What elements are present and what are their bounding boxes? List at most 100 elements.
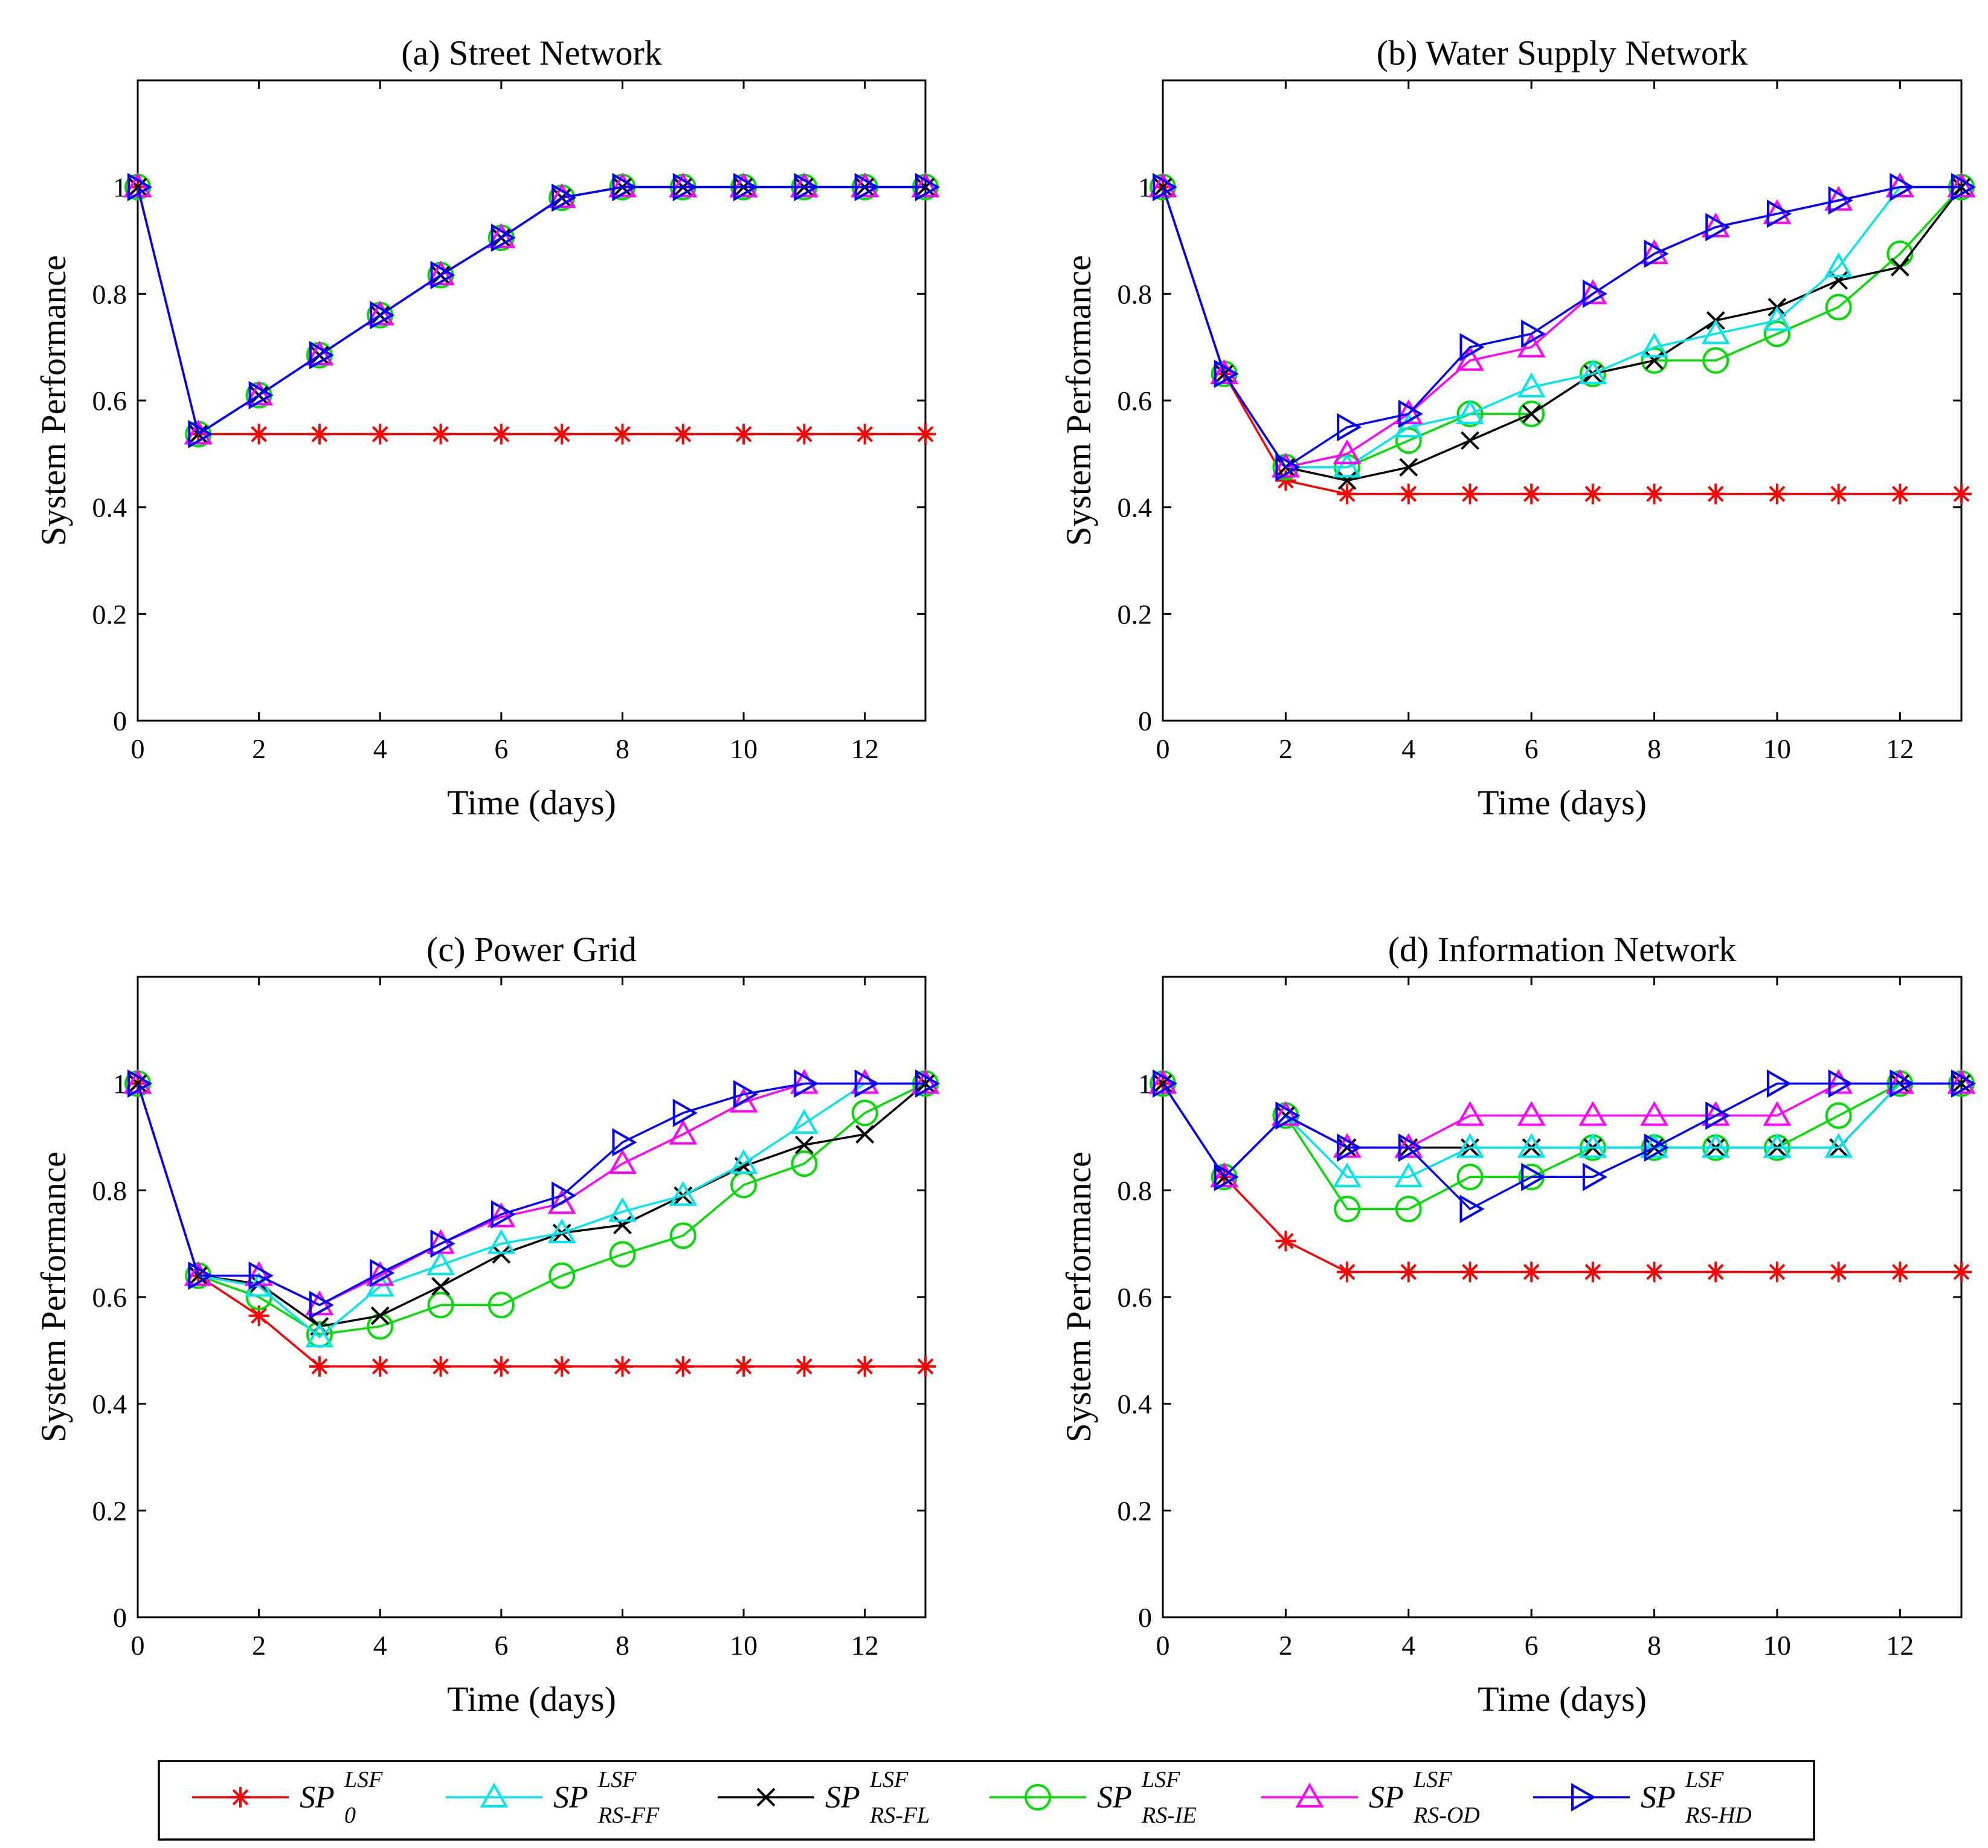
y-axis-label: System Performance <box>34 255 73 546</box>
y-tick-label: 1 <box>1138 172 1152 203</box>
x-tick-label: 2 <box>252 733 266 764</box>
x-tick-label: 12 <box>1886 733 1914 764</box>
plot-frame <box>1162 976 1963 1618</box>
legend-label: SP <box>1097 1780 1132 1815</box>
series-sp0 <box>127 1073 936 1377</box>
data-point-sp0 <box>248 1305 269 1326</box>
data-point-sp0 <box>552 423 573 445</box>
data-point-rshd <box>370 1258 395 1287</box>
data-point-rsfl <box>1645 351 1664 370</box>
data-point-rsod <box>669 1119 698 1145</box>
chart-title: (d) Information Network <box>1388 930 1737 969</box>
data-point-rsod <box>729 1087 758 1113</box>
data-point-rsod <box>1333 1133 1362 1158</box>
data-point-rshd <box>1275 452 1301 481</box>
data-point-rsod <box>1578 279 1607 304</box>
x-tick-label: 2 <box>1279 1630 1293 1661</box>
x-axis-label: Time (days) <box>1478 1679 1647 1719</box>
series-sp0 <box>127 176 936 445</box>
data-point-rshd <box>1951 173 1977 202</box>
data-point-sp0 <box>1459 1261 1481 1283</box>
x-tick-label: 12 <box>851 733 879 764</box>
series-rsie <box>124 1070 939 1348</box>
data-point-rsie <box>851 1099 878 1127</box>
legend-item-rshd: SP LSF RS-HD <box>1533 1767 1752 1828</box>
data-point-rshd <box>1582 1162 1607 1191</box>
x-tick-label: 6 <box>494 1630 508 1661</box>
data-point-sp0 <box>794 423 815 445</box>
data-point-rsod <box>911 172 940 198</box>
data-point-rshd <box>491 224 516 253</box>
data-point-rsod <box>1763 1101 1792 1126</box>
series-rshd <box>1153 173 1977 481</box>
data-point-rsod <box>1640 1101 1668 1126</box>
x-tick-label: 8 <box>1647 1630 1661 1661</box>
data-point-rsfl <box>1399 458 1418 477</box>
data-point-rsod <box>245 1261 274 1286</box>
data-point-rshd <box>1459 1194 1485 1223</box>
y-tick-label: 0.2 <box>1118 599 1153 629</box>
data-point-rsod <box>1517 1101 1546 1126</box>
data-point-sp0 <box>1275 1231 1296 1252</box>
data-point-sp0 <box>794 1356 815 1377</box>
data-point-rshd <box>1398 399 1423 428</box>
legend-label: SP <box>300 1780 335 1815</box>
data-point-rsod <box>851 172 880 198</box>
y-tick-label: 0.8 <box>92 1175 127 1206</box>
data-point-rsff <box>487 1229 516 1254</box>
x-tick-label: 0 <box>1156 733 1170 764</box>
series-rshd <box>1153 1069 1977 1223</box>
data-point-rshd <box>430 260 455 289</box>
data-point-sp0 <box>733 1356 754 1377</box>
data-point-sp0 <box>491 1356 512 1377</box>
data-point-rsod <box>365 300 394 326</box>
legend-swatch-marker <box>1295 1782 1324 1808</box>
data-point-rsff <box>426 1250 455 1275</box>
data-point-rshd <box>1153 1069 1178 1098</box>
legend-swatch-marker <box>230 1787 251 1808</box>
x-tick-label: 12 <box>851 1630 879 1661</box>
legend-item-rsff: SP LSF RS-FF <box>446 1767 660 1828</box>
data-point-rsod <box>365 1261 394 1286</box>
data-point-rsod <box>669 172 698 198</box>
data-point-rsff <box>1640 332 1668 358</box>
legend-superscript: LSF <box>869 1767 909 1792</box>
data-point-rshd <box>188 1261 213 1290</box>
data-point-rsod <box>790 1069 819 1094</box>
data-point-rsod <box>184 419 213 445</box>
data-point-sp0 <box>370 1356 391 1377</box>
data-point-rsie <box>548 1262 576 1289</box>
data-point-rsff <box>1824 1133 1853 1158</box>
data-point-rsod <box>1885 172 1914 198</box>
x-tick-label: 8 <box>616 1630 629 1661</box>
data-point-sp0 <box>672 423 693 445</box>
chart-panel-1: 0 2 4 6 8 10 12 0 0.2 0.4 0.6 0.8 1 (b) Water Supply … <box>1059 33 1977 822</box>
data-point-rshd <box>1705 1101 1731 1130</box>
data-point-rshd <box>1890 1069 1915 1098</box>
data-point-sp0 <box>430 423 451 445</box>
data-point-sp0 <box>1275 470 1296 491</box>
data-point-rsod <box>1824 1069 1853 1094</box>
data-point-rsod <box>1456 1101 1484 1126</box>
data-point-sp0 <box>915 1356 936 1377</box>
data-point-rsod <box>1271 452 1300 478</box>
legend-swatch-marker <box>1571 1783 1597 1812</box>
y-tick-label: 0.2 <box>1118 1495 1153 1526</box>
data-point-rsff <box>1333 452 1362 478</box>
data-point-rshd <box>1337 1133 1362 1162</box>
y-tick-label: 0 <box>1138 706 1152 736</box>
data-point-rsff <box>547 1218 576 1243</box>
data-point-rsod <box>1394 1133 1423 1158</box>
legend-subscript: RS-IE <box>1141 1803 1197 1828</box>
x-tick-label: 6 <box>1525 1630 1539 1661</box>
data-point-sp0 <box>915 423 936 445</box>
data-point-rshd <box>370 301 395 330</box>
data-point-rshd <box>1521 320 1546 349</box>
data-point-rsod <box>1701 1101 1730 1126</box>
data-point-rshd <box>1644 1133 1669 1162</box>
data-point-sp0 <box>1521 1261 1542 1283</box>
legend-superscript: LSF <box>344 1767 383 1792</box>
data-point-rshd <box>1214 1162 1239 1191</box>
y-tick-label: 0.4 <box>1118 1389 1153 1420</box>
data-point-rshd <box>1828 186 1853 215</box>
